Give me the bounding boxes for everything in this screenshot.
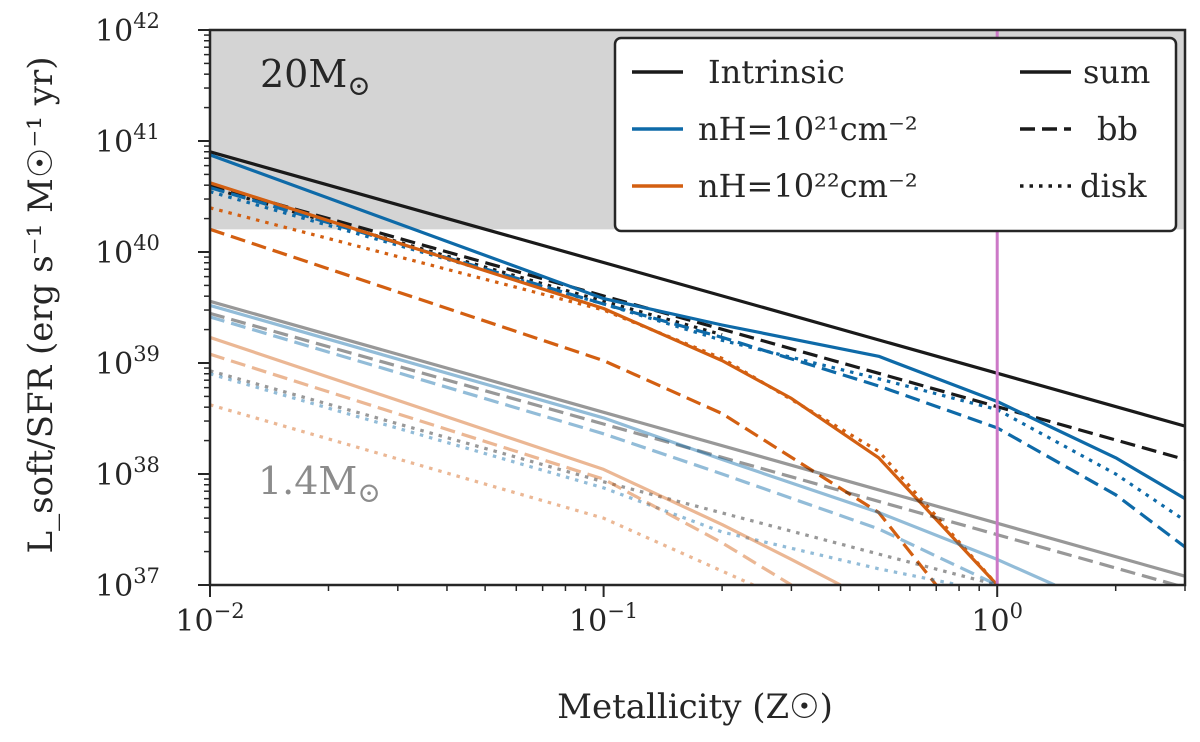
y-tick-base: 10: [95, 458, 133, 493]
annotation-1-4msun-sub: ⊙: [357, 476, 380, 509]
series-line-13: [210, 315, 998, 585]
y-tick-exp: 40: [133, 231, 160, 255]
legend-label-nh22: nH=10²²cm⁻²: [698, 167, 918, 205]
x-tick-base: 10: [971, 604, 1009, 639]
plot-frame: [208, 28, 1187, 587]
x-tick-base: 10: [569, 604, 607, 639]
y-tick-base: 10: [95, 125, 133, 160]
series-line-2: [210, 186, 723, 337]
annotation-1-4msun: 1.4M⊙: [258, 459, 381, 509]
series-line-14: [210, 372, 960, 585]
series-line-8: [210, 206, 999, 585]
y-tick-label: 1039: [95, 342, 160, 382]
y-tick-label: 1040: [95, 231, 160, 271]
series-line-0: [210, 150, 1185, 428]
y-tick-label: 1042: [95, 9, 160, 49]
legend: Intrinsic nH=10²¹cm⁻² nH=10²²cm⁻² sum bb…: [613, 36, 1178, 233]
y-tick-exp: 41: [133, 120, 160, 144]
annotation-20msun-text: 20M: [260, 52, 347, 96]
series-layer: [210, 150, 1185, 585]
series-line-10: [210, 311, 1183, 585]
legend-label-bb: bb: [1097, 110, 1138, 148]
y-axis-label: L_soft/SFR (erg s⁻¹ M☉⁻¹ yr): [21, 57, 61, 554]
x-tick-exp: 0: [1010, 599, 1023, 623]
annotation-1-4msun-text: 1.4M: [258, 459, 357, 503]
x-tick-label: 10−1: [569, 599, 638, 639]
y-tick-exp: 37: [133, 564, 160, 588]
series-line-5: [210, 190, 1185, 522]
legend-label-sum: sum: [1083, 53, 1150, 91]
y-tick-exp: 42: [133, 9, 160, 33]
y-tick-base: 10: [95, 236, 133, 271]
series-line-17: [210, 403, 754, 585]
legend-label-intrinsic: Intrinsic: [708, 53, 845, 91]
series-line-3: [210, 153, 1185, 500]
x-tick-label: 10−2: [175, 599, 244, 639]
y-tick-label: 1038: [95, 453, 160, 493]
x-tick-exp: −1: [607, 599, 638, 623]
legend-label-disk: disk: [1080, 167, 1147, 205]
series-line-15: [210, 335, 842, 585]
y-tick-exp: 39: [133, 342, 160, 366]
series-line-16: [210, 352, 793, 585]
y-tick-base: 10: [95, 14, 133, 49]
series-line-11: [210, 369, 998, 585]
y-tick-base: 10: [95, 347, 133, 382]
x-axis-label: Metallicity (Z☉): [557, 687, 833, 727]
series-line-9: [210, 299, 1185, 578]
y-tick-exp: 38: [133, 453, 160, 477]
y-tick-label: 1041: [95, 120, 160, 160]
annotation-20msun-sub: ⊙: [347, 69, 370, 102]
y-tick-base: 10: [95, 569, 133, 604]
legend-box: [613, 36, 1178, 233]
x-tick-exp: −2: [214, 599, 245, 623]
series-line-7: [210, 227, 938, 585]
x-tick-base: 10: [175, 604, 213, 639]
series-line-6: [210, 181, 999, 585]
legend-label-nh21: nH=10²¹cm⁻²: [698, 110, 918, 148]
x-tick-label: 100: [971, 599, 1023, 639]
y-tick-label: 1037: [95, 564, 160, 604]
series-line-12: [210, 303, 1056, 585]
annotation-20msun: 20M⊙: [260, 52, 371, 102]
